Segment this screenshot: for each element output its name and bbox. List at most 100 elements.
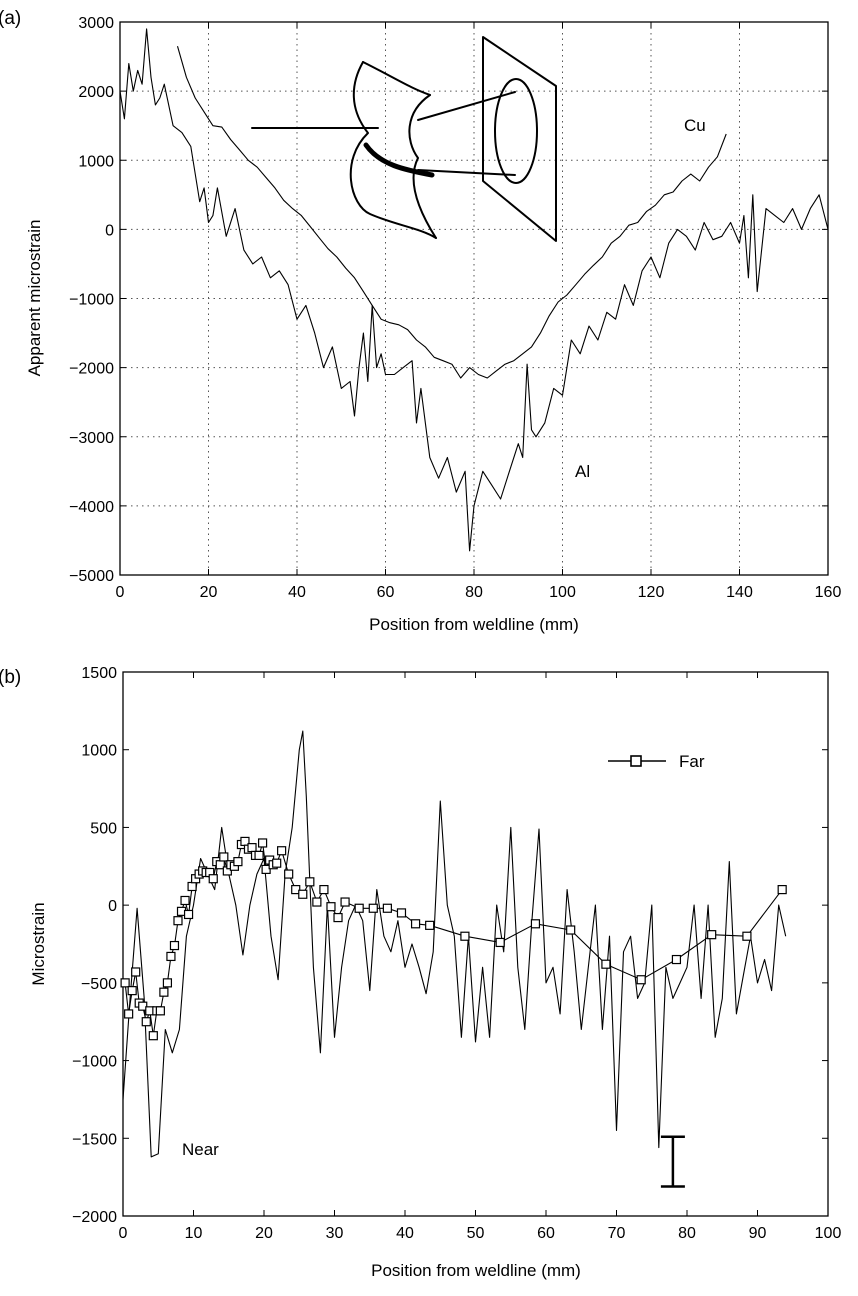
y-tick-label: −3000 [69, 430, 114, 447]
data-point-far [159, 987, 169, 997]
data-point-far [396, 908, 407, 918]
y-tick-label: −1000 [69, 292, 114, 309]
panel-a-x-axis-label: Position from weldline (mm) [369, 615, 579, 634]
panel-b-y-axis-label: Microstrain [29, 902, 48, 985]
data-point-far [305, 877, 315, 887]
y-tick-label: 3000 [78, 15, 114, 32]
data-point-far [460, 931, 470, 941]
x-tick-label: 0 [119, 1225, 128, 1242]
panel-a-xticks: 0 20 40 60 80 100 120 140 160 [116, 22, 842, 601]
x-tick-label: 80 [678, 1225, 696, 1242]
inset-weld-line [363, 142, 435, 178]
data-point-far [312, 897, 322, 907]
series-label-near: Near [182, 1140, 219, 1159]
data-point-far [131, 967, 141, 977]
data-point-far [162, 978, 173, 988]
data-point-far [155, 1006, 165, 1016]
panel-b-x-axis-label: Position from weldline (mm) [371, 1261, 581, 1280]
series-line-near [122, 730, 787, 1158]
data-point-far [254, 850, 264, 861]
panel-a-y-axis-label: Apparent microstrain [25, 220, 44, 377]
data-point-far [742, 931, 752, 941]
data-point-far [636, 975, 646, 985]
data-point-far [180, 895, 190, 906]
x-tick-label: 100 [549, 584, 576, 601]
x-tick-label: 60 [377, 584, 395, 601]
error-bar [660, 1135, 685, 1188]
data-point-far [326, 902, 336, 912]
panel-b-series [120, 730, 787, 1158]
panel-a-label: (a) [0, 8, 21, 29]
x-tick-label: 20 [200, 584, 218, 601]
data-point-far [183, 909, 194, 920]
x-tick-label: 10 [185, 1225, 203, 1242]
data-point-far [127, 986, 137, 996]
panel-b-label: (b) [0, 667, 21, 688]
data-point-far [272, 858, 282, 868]
x-tick-label: 0 [116, 584, 125, 601]
series-line-cu [176, 46, 727, 379]
panel-a-series [119, 28, 829, 552]
data-point-far [410, 919, 421, 929]
data-point-far [257, 838, 268, 848]
data-point-far [354, 903, 364, 913]
x-tick-label: 80 [465, 584, 483, 601]
panel-b-frame [122, 671, 829, 1217]
data-point-far [298, 889, 308, 899]
inset-specimen-left [349, 61, 437, 239]
data-point-far [124, 1009, 134, 1019]
data-point-far [120, 978, 130, 988]
y-tick-label: 1500 [81, 665, 117, 682]
panel-a-yticks: −5000 −4000 −3000 −2000 −1000 0 1000 2000 3000 [69, 15, 828, 585]
x-tick-label: 120 [638, 584, 665, 601]
data-point-far [601, 959, 611, 969]
panel-a-grid [120, 22, 828, 575]
data-point-far [530, 919, 541, 929]
data-point-far [138, 1001, 148, 1011]
y-tick-label: −1500 [72, 1131, 117, 1148]
y-tick-label: 0 [105, 222, 114, 239]
legend-far-label: Far [679, 752, 705, 771]
data-point-far [333, 912, 343, 923]
x-tick-label: 50 [467, 1225, 485, 1242]
data-point-far [671, 954, 682, 965]
inset-detector-aperture [494, 78, 538, 184]
data-point-far [169, 940, 180, 951]
data-point-far [707, 930, 717, 940]
data-point-far [382, 903, 392, 913]
panel-b-yticks: −2000 −1500 −1000 −500 0 500 1000 1500 [72, 665, 828, 1226]
legend: Far [608, 752, 705, 771]
data-point-far [284, 869, 294, 879]
panel-b: (b) −2000 −1500 −1000 −500 0 500 1000 1500 0 10 2… [0, 665, 841, 1280]
data-point-far [340, 897, 350, 907]
y-tick-label: −1000 [72, 1054, 117, 1071]
inset-detector-plane [482, 36, 557, 242]
panel-a: (a) −5000−4000−3000−2000−100001000200030… [0, 8, 841, 634]
x-tick-label: 40 [288, 584, 306, 601]
data-point-far [319, 884, 329, 895]
y-tick-label: 2000 [78, 84, 114, 101]
x-tick-label: 160 [815, 584, 842, 601]
y-tick-label: −2000 [72, 1209, 117, 1226]
data-point-far [187, 881, 197, 892]
data-point-far [208, 874, 218, 884]
data-point-far [141, 1017, 151, 1027]
x-tick-label: 100 [815, 1225, 842, 1242]
data-point-far [495, 937, 505, 948]
legend-far-marker [630, 755, 642, 767]
y-tick-label: 1000 [81, 743, 117, 760]
y-tick-label: −5000 [69, 568, 114, 585]
y-tick-label: −2000 [69, 361, 114, 378]
x-tick-label: 30 [326, 1225, 344, 1242]
data-point-far [777, 884, 787, 895]
data-point-far [233, 857, 243, 867]
data-point-far [291, 884, 301, 895]
series-label-cu: Cu [684, 116, 706, 135]
data-point-far [173, 916, 183, 926]
inset-cone-top [417, 91, 516, 121]
data-point-far [566, 925, 576, 935]
x-tick-label: 140 [726, 584, 753, 601]
y-tick-label: 500 [90, 820, 117, 837]
specimen-schematic-inset [251, 36, 557, 242]
